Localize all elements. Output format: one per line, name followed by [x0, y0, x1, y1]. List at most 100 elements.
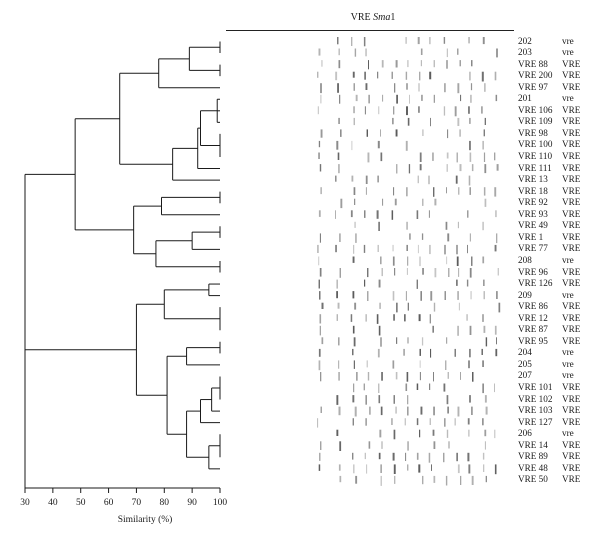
gel-band — [494, 383, 495, 393]
gel-band — [482, 221, 484, 231]
gel-band — [458, 268, 460, 277]
isolate-id-label: VRE 1 — [518, 231, 544, 242]
gel-band — [466, 314, 468, 321]
isolate-id-label: 203 — [518, 47, 532, 58]
gel-band — [443, 37, 446, 44]
isolate-id-label: VRE 14 — [518, 439, 548, 450]
gel-band — [494, 244, 497, 252]
isolate-id-label: 207 — [518, 370, 532, 381]
gel-band — [419, 71, 421, 81]
isolate-type-label: VRE — [562, 335, 581, 346]
gel-band — [430, 291, 433, 301]
gel-band — [456, 279, 458, 286]
gel-band — [494, 429, 496, 439]
gel-band — [321, 302, 324, 309]
gel-band — [484, 198, 487, 207]
gel-band — [364, 71, 366, 80]
gel-band — [320, 129, 323, 138]
isolate-type-label: VRE — [562, 197, 581, 208]
gel-band — [469, 233, 471, 242]
gel-band — [380, 256, 382, 265]
gel-band — [319, 268, 322, 277]
gel-band — [496, 233, 498, 244]
gel-band — [432, 152, 434, 161]
isolate-type-label: VRE — [562, 185, 581, 196]
gel-band — [482, 37, 485, 45]
gel-band — [318, 256, 320, 266]
gel-band — [352, 71, 355, 78]
gel-band — [396, 337, 398, 344]
isolate-id-label: VRE 200 — [518, 70, 553, 81]
gel-band — [417, 37, 420, 45]
gel-band — [417, 244, 419, 254]
gel-band — [421, 337, 424, 346]
gel-band — [471, 60, 473, 67]
isolate-type-label: VRE — [562, 70, 581, 81]
gel-band — [337, 83, 339, 93]
gel-band — [380, 464, 382, 473]
gel-band — [482, 140, 484, 150]
gel-band — [392, 291, 395, 301]
gel-band — [428, 175, 430, 185]
gel-band — [365, 83, 368, 90]
gel-band — [446, 337, 448, 344]
isolate-id-label: VRE 126 — [518, 278, 553, 289]
gel-band — [422, 268, 424, 275]
gel-band — [467, 210, 469, 218]
gel-band — [337, 37, 339, 45]
gel-band — [378, 221, 380, 231]
gel-band — [497, 268, 499, 276]
isolate-type-label: VRE — [562, 474, 581, 485]
isolate-id-label: VRE 12 — [518, 312, 548, 323]
isolate-id-label: VRE 92 — [518, 197, 548, 208]
gel-band — [469, 71, 471, 81]
gel-band — [481, 106, 483, 114]
gel-band — [391, 418, 393, 425]
gel-band — [420, 60, 422, 67]
gel-band — [365, 48, 367, 57]
gel-band — [431, 464, 432, 471]
gel-band — [379, 302, 381, 309]
gel-band — [369, 406, 371, 415]
gel-band — [317, 106, 319, 115]
gel-band — [457, 221, 459, 229]
gel-band — [338, 406, 341, 416]
gel-band — [482, 418, 484, 426]
gel-band — [377, 348, 380, 358]
gel-band — [429, 71, 432, 80]
gel-band — [446, 187, 447, 194]
gel-band — [406, 187, 408, 197]
gel-band — [319, 314, 322, 324]
gel-band — [468, 37, 470, 44]
gel-band — [483, 325, 486, 333]
gel-band — [365, 314, 367, 322]
gel-band — [416, 418, 419, 426]
gel-band — [364, 210, 366, 218]
gel-band — [483, 464, 485, 472]
gel-band — [495, 348, 498, 357]
gel-band — [337, 302, 340, 309]
gel-band — [417, 175, 419, 184]
gel-band — [468, 464, 471, 474]
dendrogram-tree — [24, 41, 221, 488]
gel-band — [377, 244, 379, 252]
gel-band — [422, 129, 424, 136]
gel-band — [468, 429, 470, 437]
gel-band — [455, 175, 458, 184]
isolate-type-label: VRE — [562, 405, 581, 416]
gel-band — [458, 187, 460, 195]
gel-band — [365, 187, 367, 195]
gel-band — [395, 60, 398, 68]
isolate-id-label: VRE 102 — [518, 393, 553, 404]
gel-band — [470, 291, 472, 300]
gel-band — [363, 383, 365, 391]
gel-band — [409, 233, 411, 240]
isolate-type-label: VRE — [562, 266, 581, 277]
isolate-id-label: VRE 109 — [518, 116, 553, 127]
gel-band — [363, 37, 366, 47]
gel-band — [367, 152, 370, 163]
gel-band — [457, 291, 459, 300]
isolate-type-label: VRE — [562, 439, 581, 450]
isolate-id-label: VRE 95 — [518, 335, 548, 346]
isolate-id-label: VRE 101 — [518, 382, 553, 392]
